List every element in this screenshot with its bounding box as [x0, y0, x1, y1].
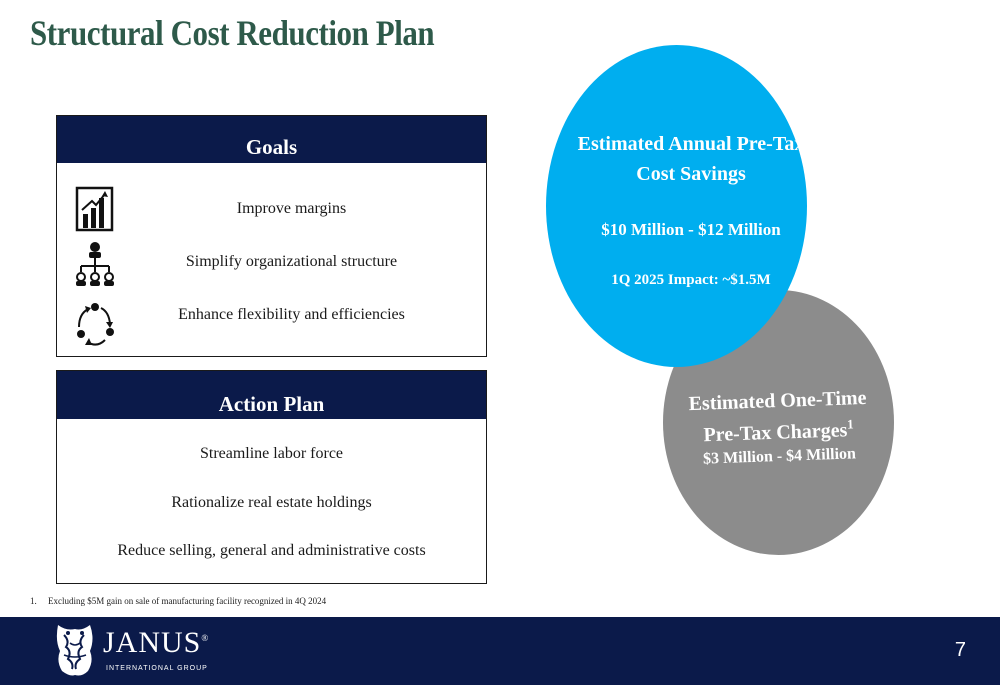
cycle-arrows-icon — [75, 302, 115, 355]
charges-text: Estimated One-Time Pre-Tax Charges1 $3 M… — [662, 384, 896, 472]
logo-name: JANUS® — [103, 626, 210, 659]
goal-label: Simplify organizational structure — [185, 253, 398, 270]
page-title: Structural Cost Reduction Plan — [30, 13, 435, 53]
org-chart-icon — [75, 240, 115, 293]
charges-line2: Pre-Tax Charges — [703, 419, 848, 447]
goals-heading: Goals — [57, 116, 486, 163]
footer-bar: JANUS® INTERNATIONAL GROUP 7 — [0, 617, 1000, 685]
action-item: Reduce selling, general and administrati… — [117, 542, 426, 559]
goals-panel: Goals Improve margins — [56, 115, 487, 357]
goal-label: Enhance flexibility and efficiencies — [178, 306, 405, 323]
action-item: Streamline labor force — [199, 445, 344, 462]
savings-range: $10 Million - $12 Million — [601, 220, 781, 239]
footnote-text: Excluding $5M gain on sale of manufactur… — [48, 596, 327, 606]
savings-line1: Estimated Annual Pre-Tax — [577, 133, 805, 155]
logo-subtitle: INTERNATIONAL GROUP — [106, 665, 208, 672]
janus-crest-icon — [52, 621, 98, 684]
charges-superscript: 1 — [846, 416, 854, 432]
action-plan-panel: Action Plan Streamline labor force Ratio… — [56, 370, 487, 584]
savings-line2: Cost Savings — [636, 163, 746, 185]
savings-impact: 1Q 2025 Impact: ~$1.5M — [611, 272, 771, 288]
bar-chart-growth-icon — [75, 186, 115, 237]
footnote: 1. Excluding $5M gain on sale of manufact… — [30, 596, 326, 606]
action-item: Rationalize real estate holdings — [171, 494, 372, 511]
page-number: 7 — [954, 639, 966, 661]
footnote-number: 1. — [30, 596, 37, 606]
savings-circle — [546, 45, 807, 367]
action-plan-heading: Action Plan — [57, 371, 486, 419]
goal-label: Improve margins — [236, 200, 347, 217]
